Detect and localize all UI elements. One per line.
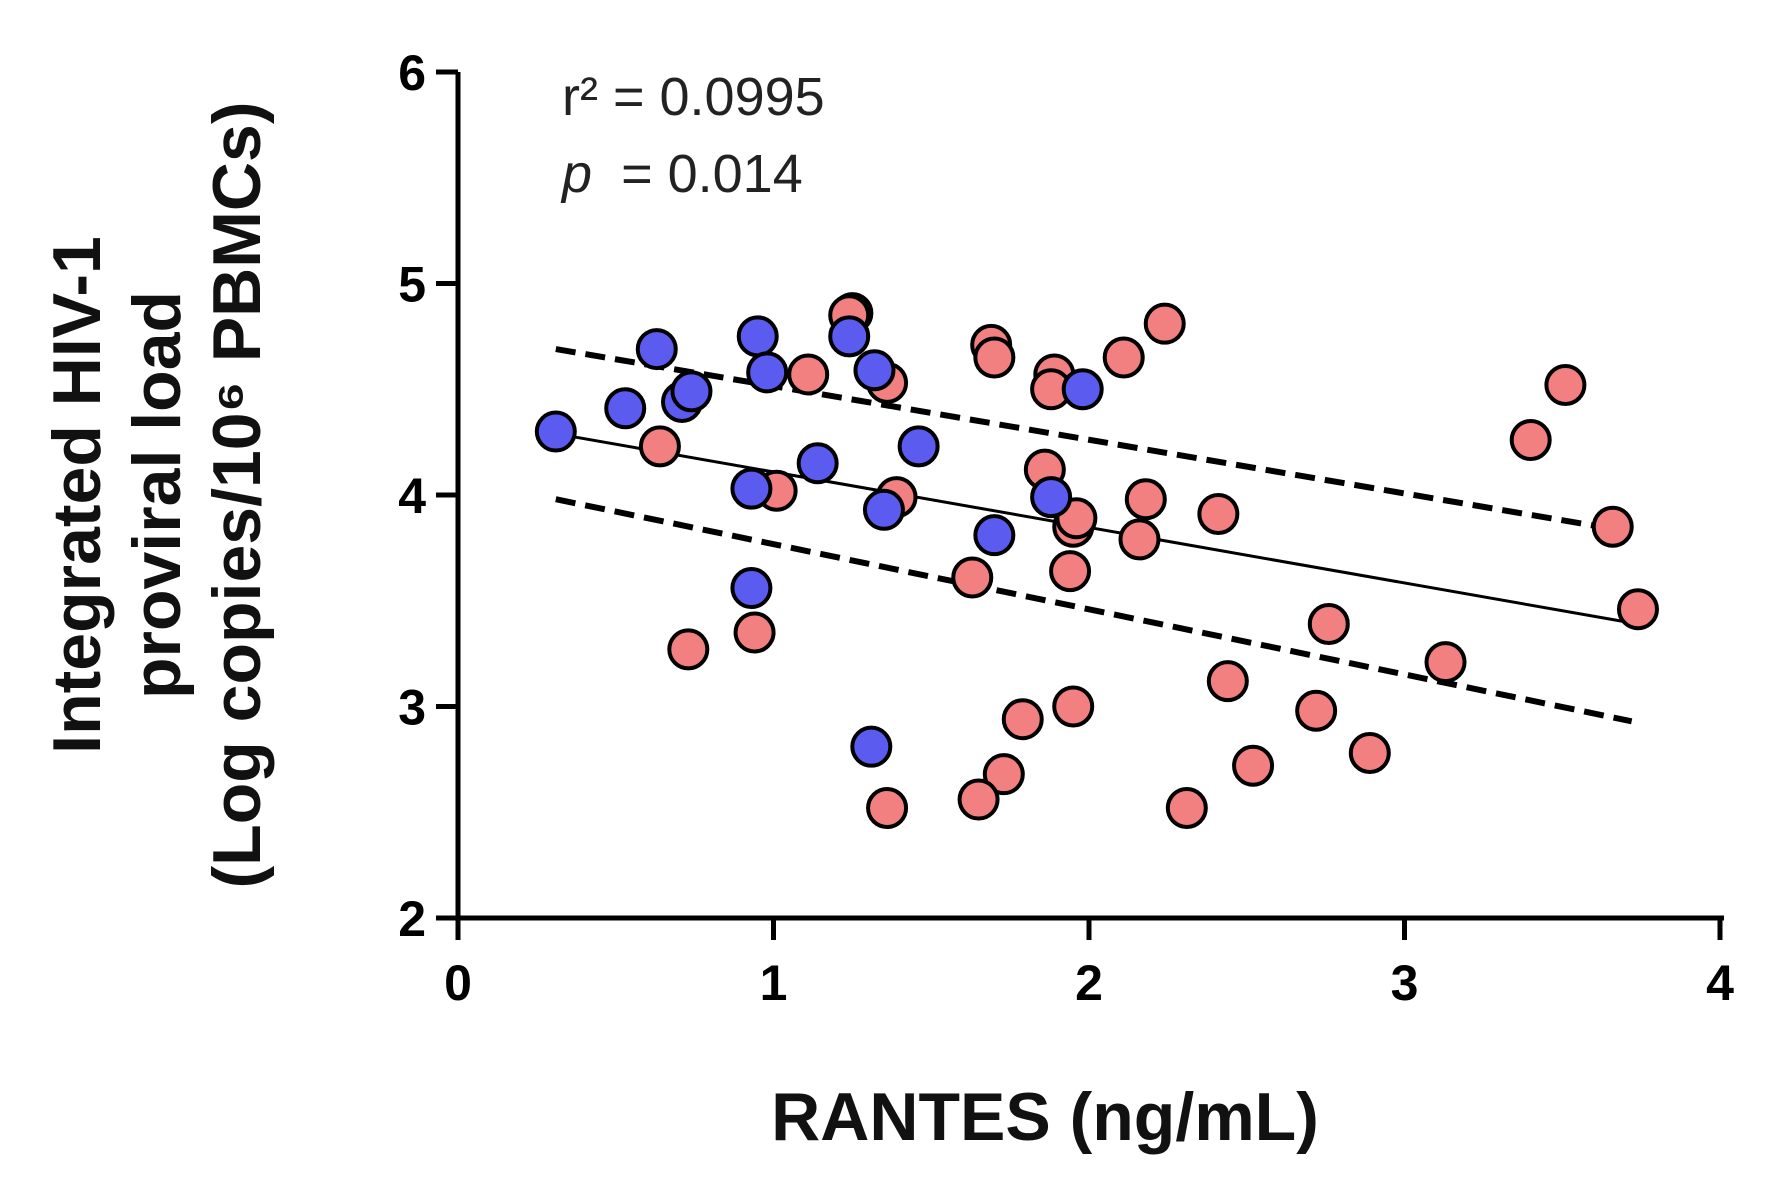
data-point-series-1 — [1591, 505, 1634, 548]
data-point-series-1 — [1424, 641, 1467, 684]
data-point-series-2 — [853, 349, 896, 392]
data-point-series-1 — [1348, 732, 1391, 775]
data-point-series-2 — [850, 725, 893, 768]
regression-lines — [555, 346, 1639, 725]
data-point-series-2 — [730, 567, 773, 610]
data-point-series-1 — [1544, 364, 1587, 407]
data-point-series-1 — [733, 611, 776, 654]
y-tick-label: 2 — [398, 891, 426, 947]
tick-marks — [436, 69, 1723, 940]
data-point-series-2 — [1061, 368, 1104, 411]
data-point-series-2 — [730, 467, 773, 510]
y-tick-label: 4 — [398, 468, 426, 524]
data-point-series-1 — [1616, 588, 1659, 631]
data-point-series-1 — [1049, 550, 1092, 593]
y-tick-label: 5 — [398, 257, 426, 313]
data-point-series-2 — [635, 328, 678, 371]
x-tick-label: 1 — [760, 955, 788, 1011]
x-tick-label: 4 — [1706, 955, 1734, 1011]
y-axis-title-line-1: Integrated HIV-1 — [39, 236, 115, 754]
confidence-band-lower — [555, 496, 1633, 725]
y-tick-label: 3 — [398, 680, 426, 736]
data-point-series-1 — [1206, 660, 1249, 703]
y-axis-title-line-2: proviral load — [119, 291, 195, 699]
data-point-series-1 — [1124, 478, 1167, 521]
data-point-series-2 — [897, 425, 940, 468]
data-point-series-2 — [534, 410, 577, 453]
data-point-series-2 — [746, 351, 789, 394]
p-symbol: p — [560, 144, 592, 204]
p-value-text: = 0.014 — [621, 144, 803, 204]
data-point-series-1 — [1102, 336, 1145, 379]
x-axis-title: RANTES (ng/mL) — [771, 1079, 1319, 1155]
data-point-series-2 — [828, 315, 871, 358]
data-point-series-1 — [1001, 698, 1044, 741]
tick-labels: 0 1 2 3 4 2 3 4 5 6 — [398, 45, 1734, 1011]
data-points — [534, 292, 1659, 830]
data-point-series-1 — [1232, 744, 1275, 787]
stats-annotation: r² = 0.0995 p = 0.014 — [560, 67, 825, 204]
data-point-series-1 — [1052, 685, 1095, 728]
y-tick-label: 6 — [398, 45, 426, 101]
data-point-series-1 — [866, 787, 909, 830]
p-value-label: p = 0.014 — [560, 144, 803, 204]
data-point-series-1 — [982, 753, 1025, 796]
data-point-series-1 — [1143, 302, 1186, 345]
x-tick-label: 3 — [1391, 955, 1419, 1011]
y-axis-title: Integrated HIV-1 proviral load (Log copi… — [39, 102, 275, 889]
x-tick-label: 0 — [444, 955, 472, 1011]
data-point-series-1 — [951, 556, 994, 599]
data-point-series-1 — [1165, 787, 1208, 830]
data-point-series-1 — [667, 628, 710, 671]
data-point-series-2 — [604, 387, 647, 430]
data-point-series-2 — [670, 370, 713, 413]
data-point-series-1 — [1307, 603, 1350, 646]
data-point-series-2 — [973, 514, 1016, 557]
data-point-series-2 — [736, 315, 779, 358]
data-point-series-1 — [1295, 689, 1338, 732]
data-point-series-1 — [1197, 493, 1240, 536]
data-point-series-2 — [1030, 476, 1073, 519]
regression-line — [555, 432, 1639, 626]
data-point-series-2 — [862, 488, 905, 531]
data-point-series-1 — [1509, 419, 1552, 462]
data-point-series-1 — [1118, 518, 1161, 561]
data-point-series-1 — [638, 425, 681, 468]
x-tick-label: 2 — [1075, 955, 1103, 1011]
r-squared-label: r² = 0.0995 — [562, 67, 825, 127]
data-point-series-1 — [957, 778, 1000, 821]
data-point-series-2 — [796, 442, 839, 485]
y-axis-title-line-3: (Log copies/10⁶ PBMCs) — [199, 102, 275, 889]
data-point-series-1 — [787, 353, 830, 396]
data-point-series-1 — [973, 336, 1016, 379]
